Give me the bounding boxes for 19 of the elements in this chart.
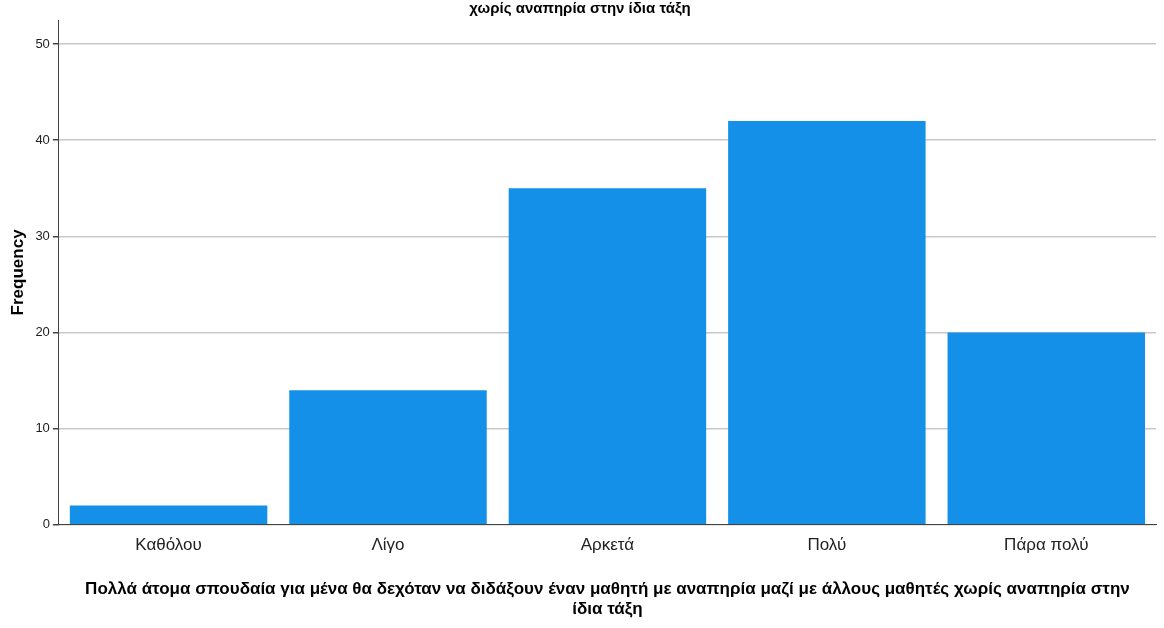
bar <box>69 505 268 525</box>
bar <box>289 390 487 525</box>
y-tick-label: 20 <box>35 324 50 340</box>
x-tick-label: Λίγο <box>371 534 405 554</box>
bar <box>728 120 926 525</box>
y-axis-title: Frequency <box>7 228 27 316</box>
y-tick-label: 30 <box>35 227 50 243</box>
x-tick-label: Καθόλου <box>135 534 202 554</box>
y-tick-label: 40 <box>35 131 50 147</box>
bar <box>508 188 707 525</box>
y-tick-label: 50 <box>35 35 50 51</box>
y-tick-label: 10 <box>35 420 50 436</box>
y-tick-label: 0 <box>42 516 50 532</box>
x-tick-label: Πάρα πολύ <box>1004 534 1089 554</box>
x-axis-title: Πολλά άτομα σπουδαία για μένα θα δεχόταν να διδάξουν έναν μαθητή με αναπηρία μαζί με άλλους μαθητές χωρίς αναπηρία στην ίδια τάξη <box>85 579 1130 619</box>
x-tick-label: Πολύ <box>807 534 847 554</box>
chart-title: χωρίς αναπηρία στην ίδια τάξη <box>469 0 691 17</box>
x-tick-label: Αρκετά <box>580 534 635 554</box>
bar <box>947 332 1146 525</box>
